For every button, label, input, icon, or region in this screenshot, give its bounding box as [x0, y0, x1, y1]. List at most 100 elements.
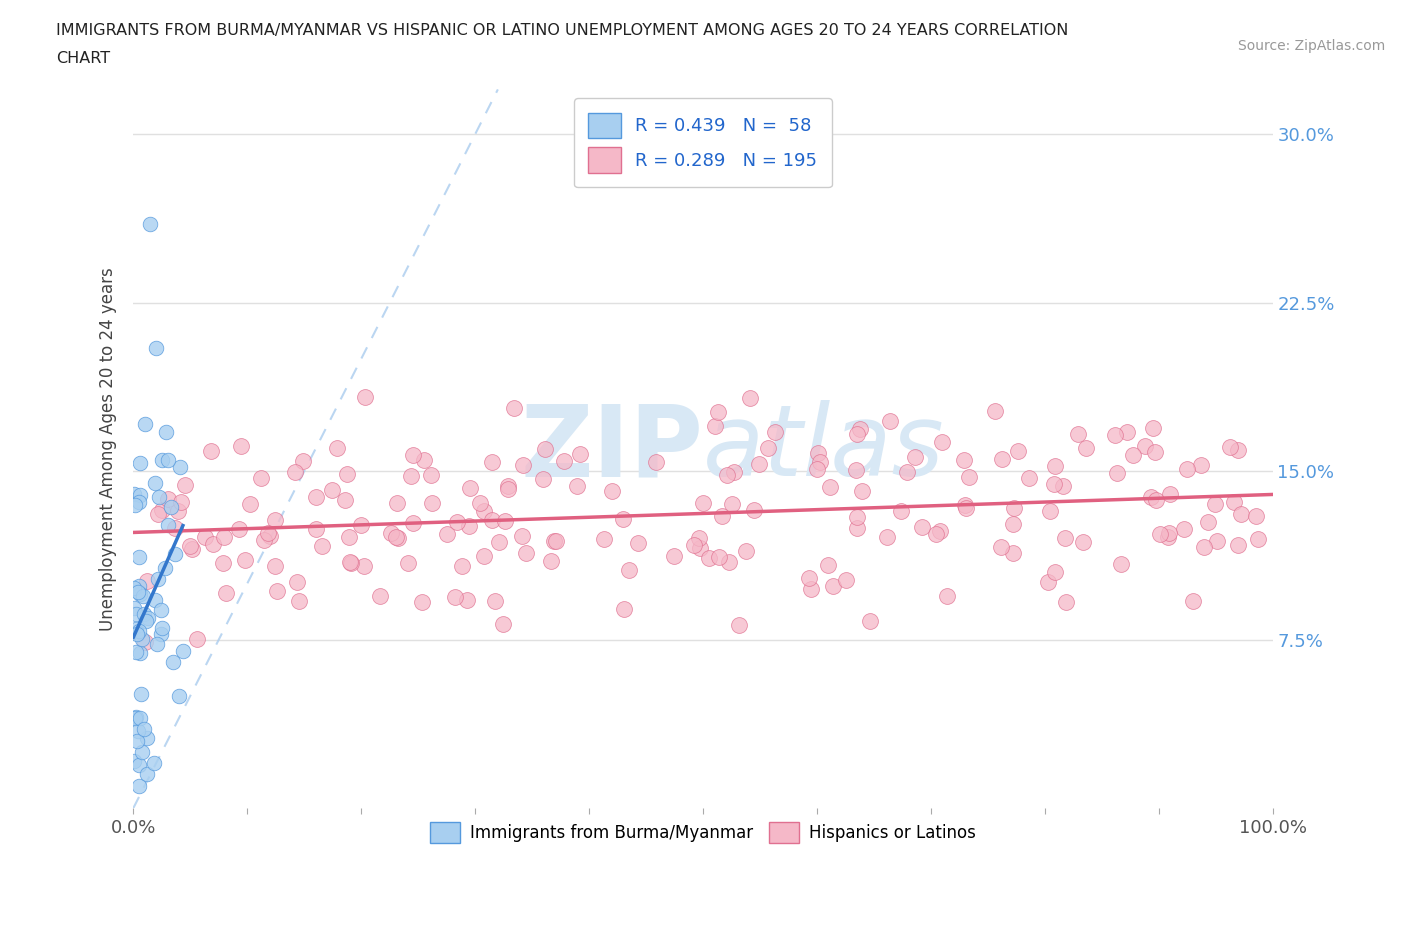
Point [567, 479, 589, 494]
Point [436, 526, 458, 541]
Point [717, 555, 740, 570]
Point [818, 480, 841, 495]
Point [444, 590, 467, 604]
Point [150, 621, 173, 636]
Point [145, 340, 167, 355]
Point [350, 518, 373, 533]
Point [125, 621, 148, 636]
Point [1244, 508, 1267, 523]
Point [124, 644, 146, 659]
Point [1205, 534, 1227, 549]
Point [1181, 593, 1204, 608]
Point [984, 404, 1007, 418]
Point [688, 531, 710, 546]
Point [134, 417, 156, 432]
Point [756, 441, 779, 456]
Point [481, 512, 503, 527]
Point [264, 512, 287, 527]
Point [1144, 492, 1167, 507]
Point [325, 441, 347, 456]
Point [131, 745, 153, 760]
Point [129, 686, 152, 701]
Point [336, 466, 359, 481]
Point [821, 578, 844, 593]
Point [953, 452, 976, 467]
Point [534, 442, 557, 457]
Point [256, 525, 278, 540]
Point [413, 453, 436, 468]
Point [1007, 444, 1029, 458]
Point [1002, 545, 1025, 560]
Point [723, 464, 745, 479]
Point [807, 445, 830, 460]
Point [1039, 504, 1062, 519]
Point [846, 521, 869, 536]
Point [955, 500, 977, 515]
Point [707, 405, 730, 419]
Point [925, 526, 948, 541]
Point [169, 459, 191, 474]
Point [128, 758, 150, 773]
Point [146, 637, 169, 652]
Point [125, 733, 148, 748]
Point [411, 594, 433, 609]
Point [1054, 594, 1077, 609]
Point [132, 589, 155, 604]
Point [128, 578, 150, 593]
Text: IMMIGRANTS FROM BURMA/MYANMAR VS HISPANIC OR LATINO UNEMPLOYMENT AMONG AGES 20 T: IMMIGRANTS FROM BURMA/MYANMAR VS HISPANI… [56, 23, 1069, 38]
Point [553, 454, 575, 469]
Point [122, 580, 145, 595]
Point [904, 450, 927, 465]
Point [172, 644, 194, 658]
Point [1045, 458, 1067, 473]
Point [617, 563, 640, 578]
Point [163, 547, 186, 562]
Point [179, 538, 201, 553]
Point [285, 574, 308, 589]
Point [1175, 461, 1198, 476]
Point [167, 688, 190, 703]
Point [1157, 526, 1180, 541]
Legend: Immigrants from Burma/Myanmar, Hispanics or Latinos: Immigrants from Burma/Myanmar, Hispanics… [423, 816, 983, 850]
Point [1197, 514, 1219, 529]
Point [212, 555, 235, 570]
Point [496, 481, 519, 496]
Point [1149, 527, 1171, 542]
Point [354, 390, 377, 405]
Point [1143, 445, 1166, 460]
Point [709, 550, 731, 565]
Text: Source: ZipAtlas.com: Source: ZipAtlas.com [1237, 39, 1385, 53]
Point [253, 533, 276, 548]
Point [955, 498, 977, 512]
Point [806, 462, 828, 477]
Point [834, 573, 856, 588]
Point [143, 593, 166, 608]
Point [1115, 425, 1137, 440]
Point [127, 626, 149, 641]
Point [212, 529, 235, 544]
Point [593, 531, 616, 546]
Point [845, 510, 868, 525]
Point [129, 711, 152, 725]
Point [1001, 516, 1024, 531]
Text: CHART: CHART [56, 51, 110, 66]
Point [305, 489, 328, 504]
Point [215, 586, 238, 601]
Point [155, 561, 177, 576]
Point [799, 581, 821, 596]
Point [148, 490, 170, 505]
Point [420, 468, 443, 483]
Point [879, 414, 901, 429]
Point [458, 481, 481, 496]
Point [136, 730, 159, 745]
Point [845, 462, 868, 477]
Point [129, 487, 152, 502]
Point [1067, 427, 1090, 442]
Point [851, 484, 873, 498]
Point [194, 530, 217, 545]
Point [402, 515, 425, 530]
Point [716, 468, 738, 483]
Point [250, 471, 273, 485]
Point [808, 455, 831, 470]
Point [710, 509, 733, 524]
